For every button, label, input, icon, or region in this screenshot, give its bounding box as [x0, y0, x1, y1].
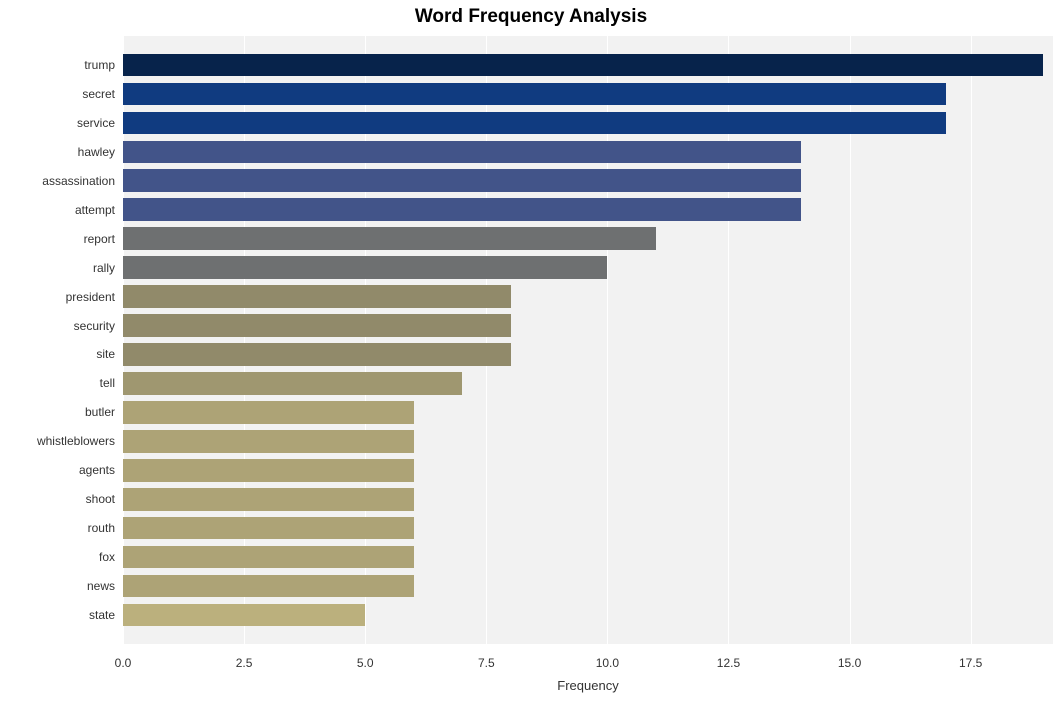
y-tick-label: attempt	[75, 204, 123, 216]
y-tick-label: report	[84, 233, 123, 245]
bar	[123, 285, 511, 308]
bar-row: news	[123, 575, 1053, 598]
word-frequency-chart: Word Frequency Analysis trumpsecretservi…	[0, 0, 1062, 701]
bar	[123, 459, 414, 482]
y-tick-label: trump	[84, 59, 123, 71]
x-tick-label: 15.0	[838, 656, 861, 670]
bar-row: rally	[123, 256, 1053, 279]
bar	[123, 141, 801, 164]
y-tick-label: shoot	[86, 493, 123, 505]
bar-row: assassination	[123, 169, 1053, 192]
bar-row: secret	[123, 83, 1053, 106]
y-tick-label: agents	[79, 464, 123, 476]
bar-row: security	[123, 314, 1053, 337]
bar	[123, 343, 511, 366]
y-tick-label: rally	[93, 262, 123, 274]
x-tick-label: 2.5	[236, 656, 253, 670]
y-tick-label: whistleblowers	[37, 435, 123, 447]
y-tick-label: fox	[99, 551, 123, 563]
bar	[123, 604, 365, 627]
bar	[123, 546, 414, 569]
x-tick-label: 5.0	[357, 656, 374, 670]
bar	[123, 314, 511, 337]
y-tick-label: secret	[82, 88, 123, 100]
bar	[123, 517, 414, 540]
bar-row: butler	[123, 401, 1053, 424]
y-tick-label: tell	[100, 377, 123, 389]
bar	[123, 256, 607, 279]
bar	[123, 83, 946, 106]
bar	[123, 112, 946, 135]
y-tick-label: president	[66, 291, 123, 303]
chart-title: Word Frequency Analysis	[0, 6, 1062, 28]
y-tick-label: hawley	[78, 146, 123, 158]
y-tick-label: assassination	[42, 175, 123, 187]
bar-row: attempt	[123, 198, 1053, 221]
y-tick-label: butler	[85, 406, 123, 418]
bar-row: hawley	[123, 141, 1053, 164]
x-tick-label: 10.0	[596, 656, 619, 670]
plot-area: trump secret service hawley assassination att…	[123, 36, 1053, 644]
bar	[123, 169, 801, 192]
x-tick-label: 7.5	[478, 656, 495, 670]
bar-row: president	[123, 285, 1053, 308]
x-tick-label: 0.0	[115, 656, 132, 670]
y-tick-label: security	[74, 320, 123, 332]
bar	[123, 488, 414, 511]
bar-row: state	[123, 604, 1053, 627]
y-tick-label: state	[89, 609, 123, 621]
y-tick-label: news	[87, 580, 123, 592]
bar	[123, 54, 1043, 77]
y-tick-label: site	[96, 348, 123, 360]
x-tick-label: 17.5	[959, 656, 982, 670]
x-axis-title: Frequency	[123, 678, 1053, 693]
bar-row: trump	[123, 54, 1053, 77]
bar	[123, 372, 462, 395]
bar-row: fox	[123, 546, 1053, 569]
bar-row: whistleblowers	[123, 430, 1053, 453]
bar-row: report	[123, 227, 1053, 250]
bar-row: routh	[123, 517, 1053, 540]
bar-row: site	[123, 343, 1053, 366]
bar	[123, 227, 656, 250]
y-tick-label: routh	[88, 522, 123, 534]
bar-row: shoot	[123, 488, 1053, 511]
bar	[123, 430, 414, 453]
bar	[123, 401, 414, 424]
bar	[123, 575, 414, 598]
bar-row: agents	[123, 459, 1053, 482]
bar	[123, 198, 801, 221]
bar-row: tell	[123, 372, 1053, 395]
bar-row: service	[123, 112, 1053, 135]
y-tick-label: service	[77, 117, 123, 129]
x-tick-label: 12.5	[717, 656, 740, 670]
